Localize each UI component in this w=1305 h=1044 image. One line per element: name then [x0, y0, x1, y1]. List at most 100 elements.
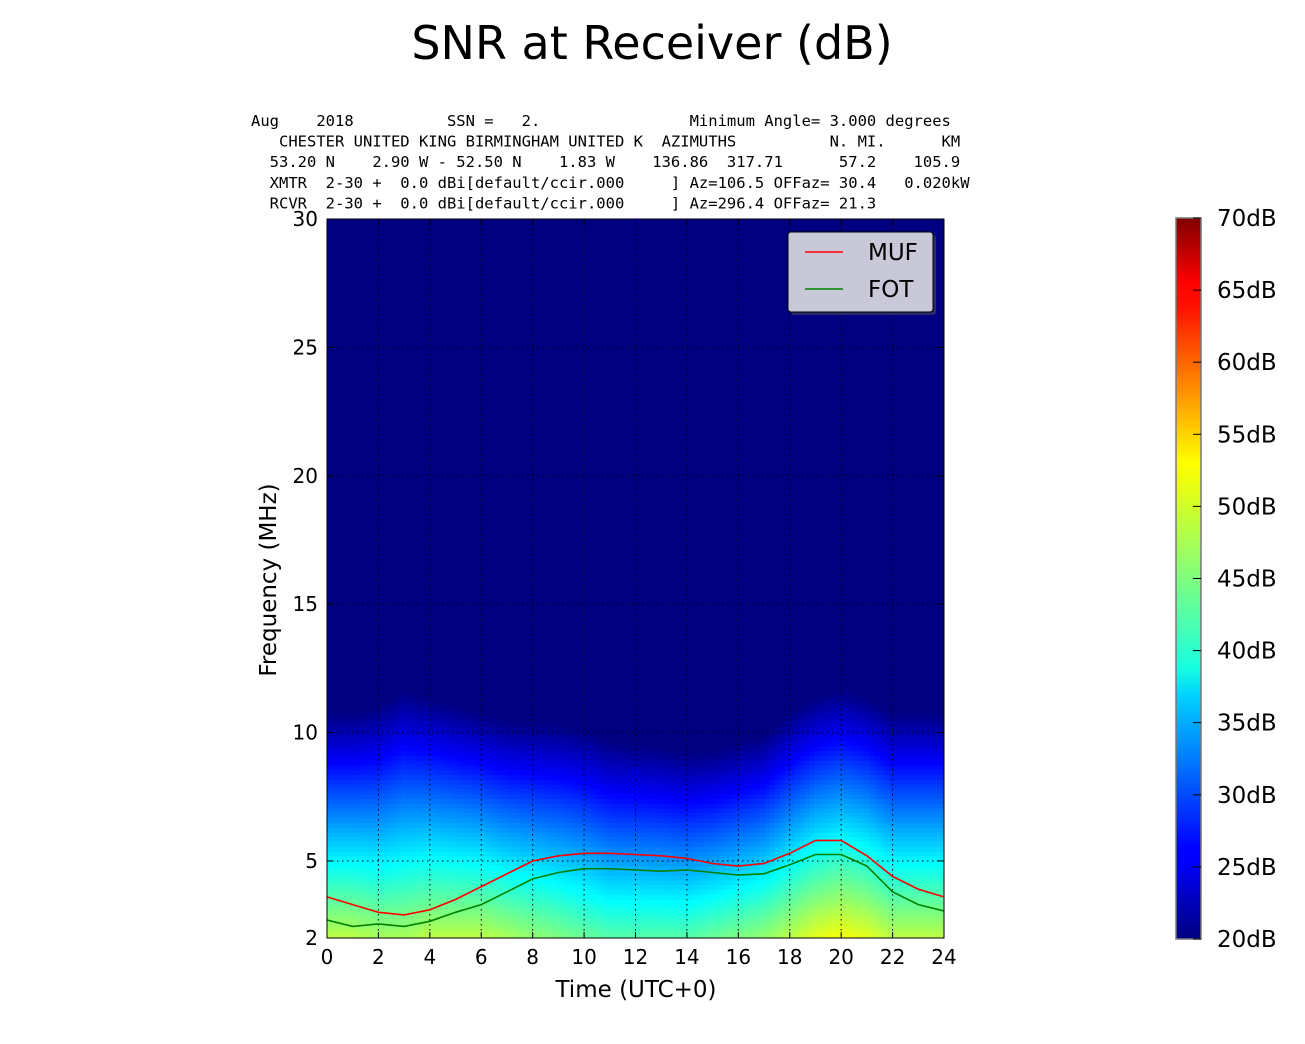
heatmap-cell: [550, 334, 557, 340]
heatmap-cell: [595, 386, 602, 393]
heatmap-cell: [361, 324, 368, 330]
heatmap-cell: [779, 257, 786, 263]
heatmap-cell: [640, 305, 647, 311]
heatmap-cell: [565, 310, 572, 316]
heatmap-cell: [884, 314, 890, 321]
heatmap-cell: [366, 396, 373, 402]
heatmap-cell: [715, 358, 721, 364]
heatmap-cell: [610, 362, 617, 369]
heatmap-cell: [376, 410, 383, 417]
heatmap-cell: [725, 247, 731, 254]
heatmap-cell: [521, 266, 527, 273]
heatmap-cell: [406, 247, 413, 254]
heatmap-cell: [909, 391, 915, 397]
heatmap-cell: [854, 343, 861, 350]
heatmap-cell: [451, 353, 457, 359]
heatmap-cell: [396, 257, 403, 263]
heatmap-cell: [535, 295, 542, 302]
heatmap-cell: [421, 334, 428, 340]
heatmap-cell: [351, 358, 358, 364]
heatmap-cell: [864, 338, 870, 345]
heatmap-cell: [481, 329, 487, 335]
heatmap-cell: [894, 343, 900, 350]
heatmap-cell: [521, 386, 527, 393]
heatmap-cell: [640, 233, 647, 239]
heatmap-cell: [799, 362, 806, 369]
heatmap-cell: [879, 334, 885, 340]
heatmap-cell: [391, 219, 398, 225]
heatmap-cell: [481, 391, 487, 397]
heatmap-cell: [416, 238, 423, 244]
heatmap-cell: [700, 262, 706, 268]
heatmap-cell: [526, 377, 532, 383]
heatmap-cell: [486, 353, 492, 359]
heatmap-cell: [665, 353, 671, 359]
heatmap-cell: [824, 353, 831, 359]
heatmap-cell: [501, 305, 507, 311]
heatmap-cell: [531, 257, 537, 263]
heatmap-cell: [715, 295, 721, 302]
heatmap-cell: [560, 372, 567, 378]
heatmap-cell: [919, 391, 925, 397]
heatmap-cell: [585, 228, 592, 234]
heatmap-cell: [565, 353, 572, 359]
heatmap-cell: [859, 396, 865, 402]
heatmap-cell: [575, 242, 582, 249]
heatmap-cell: [371, 257, 378, 263]
heatmap-cell: [391, 377, 398, 383]
heatmap-cell: [550, 262, 557, 268]
heatmap-cell: [744, 295, 751, 302]
heatmap-cell: [929, 314, 935, 321]
heatmap-cell: [526, 286, 532, 292]
heatmap-cell: [376, 247, 383, 254]
heatmap-cell: [331, 386, 338, 393]
heatmap-cell: [491, 286, 497, 292]
heatmap-cell: [496, 362, 502, 369]
heatmap-cell: [610, 247, 617, 254]
heatmap-cell: [371, 310, 378, 316]
heatmap-cell: [854, 405, 861, 412]
heatmap-cell: [650, 219, 657, 225]
heatmap-cell: [327, 310, 333, 316]
heatmap-cell: [476, 262, 482, 268]
heatmap-cell: [824, 405, 831, 412]
heatmap-cell: [620, 396, 627, 402]
heatmap-cell: [705, 314, 711, 321]
heatmap-cell: [341, 223, 348, 230]
heatmap-cell: [635, 310, 642, 316]
heatmap-cell: [754, 281, 761, 287]
heatmap-cell: [625, 223, 632, 230]
heatmap-cell: [894, 228, 900, 234]
heatmap-cell: [565, 219, 572, 225]
heatmap-cell: [595, 377, 602, 383]
heatmap-cell: [366, 348, 373, 354]
heatmap-cell: [680, 381, 686, 388]
heatmap-cell: [446, 310, 452, 316]
heatmap-cell: [774, 329, 781, 335]
heatmap-cell: [481, 286, 487, 292]
heatmap-cell: [327, 410, 333, 417]
heatmap-cell: [725, 300, 731, 306]
heatmap-cell: [565, 372, 572, 378]
heatmap-cell: [426, 300, 433, 306]
heatmap-cell: [585, 223, 592, 230]
heatmap-cell: [431, 242, 438, 249]
heatmap-cell: [540, 329, 547, 335]
heatmap-cell: [351, 381, 358, 388]
heatmap-cell: [346, 377, 353, 383]
heatmap-cell: [720, 329, 726, 335]
heatmap-cell: [894, 348, 900, 354]
heatmap-cell: [535, 386, 542, 393]
heatmap-cell: [371, 391, 378, 397]
heatmap-cell: [491, 377, 497, 383]
heatmap-cell: [366, 219, 373, 225]
heatmap-cell: [550, 300, 557, 306]
heatmap-cell: [545, 324, 552, 330]
heatmap-cell: [620, 223, 627, 230]
heatmap-cell: [356, 396, 363, 402]
heatmap-cell: [904, 391, 910, 397]
heatmap-cell: [625, 286, 632, 292]
heatmap-cell: [665, 319, 671, 326]
heatmap-cell: [371, 266, 378, 273]
heatmap-cell: [779, 381, 786, 388]
